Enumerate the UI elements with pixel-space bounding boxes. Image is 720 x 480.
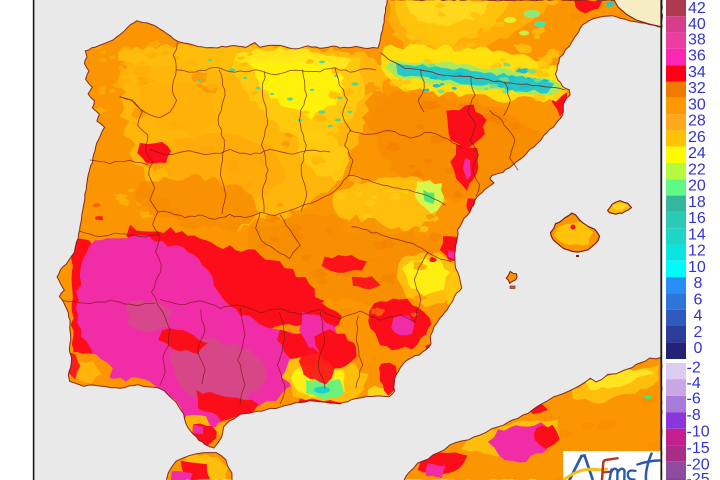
- svg-text:42: 42: [688, 0, 706, 17]
- svg-text:18: 18: [688, 194, 706, 211]
- svg-text:-10: -10: [687, 424, 710, 441]
- svg-text:32: 32: [688, 80, 706, 97]
- svg-text:4: 4: [694, 308, 703, 325]
- svg-text:22: 22: [688, 161, 706, 178]
- svg-text:6: 6: [694, 291, 703, 308]
- svg-text:-4: -4: [687, 375, 701, 392]
- svg-text:-15: -15: [687, 440, 710, 457]
- svg-text:-20: -20: [687, 457, 710, 474]
- svg-text:40: 40: [688, 16, 706, 33]
- svg-text:12: 12: [688, 243, 706, 260]
- svg-text:30: 30: [688, 96, 706, 113]
- svg-text:26: 26: [688, 129, 706, 146]
- svg-text:34: 34: [688, 64, 706, 81]
- svg-text:38: 38: [688, 31, 706, 48]
- svg-text:24: 24: [688, 145, 706, 162]
- svg-text:-6: -6: [687, 391, 701, 408]
- svg-text:16: 16: [688, 210, 706, 227]
- svg-text:-2: -2: [687, 360, 701, 377]
- svg-text:8: 8: [694, 275, 703, 292]
- svg-text:0: 0: [694, 340, 703, 357]
- svg-text:14: 14: [688, 226, 706, 243]
- svg-text:-25: -25: [687, 471, 710, 480]
- svg-text:2: 2: [694, 324, 703, 341]
- svg-text:-8: -8: [687, 407, 701, 424]
- svg-text:28: 28: [688, 113, 706, 130]
- svg-text:10: 10: [688, 259, 706, 276]
- svg-text:36: 36: [688, 48, 706, 65]
- svg-text:20: 20: [688, 178, 706, 195]
